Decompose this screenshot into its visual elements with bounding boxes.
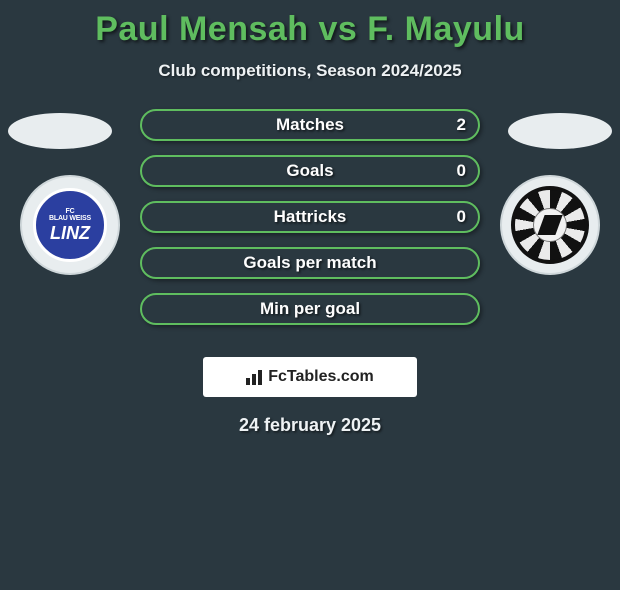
crest-text-line2: BLAU WEISS <box>49 215 91 222</box>
subtitle: Club competitions, Season 2024/2025 <box>0 61 620 81</box>
club-crest-right <box>500 175 600 275</box>
attribution-text: FcTables.com <box>268 368 374 386</box>
stat-label: Goals per match <box>142 249 478 277</box>
comparison-stage: FC BLAU WEISS LINZ Matches 2 Goals 0 Hat… <box>0 109 620 349</box>
stat-value-right: 0 <box>457 157 466 185</box>
crest-text-main: LINZ <box>50 224 90 242</box>
stat-value-right: 2 <box>457 111 466 139</box>
stat-label: Hattricks <box>142 203 478 231</box>
player-slot-left-backdrop <box>8 113 112 149</box>
stat-bar-goals-per-match: Goals per match <box>140 247 480 279</box>
player-slot-right-backdrop <box>508 113 612 149</box>
stat-label: Matches <box>142 111 478 139</box>
crest-text-line1: FC <box>66 208 75 215</box>
stat-bar-hattricks: Hattricks 0 <box>140 201 480 233</box>
crest-fc-blau-weiss-linz: FC BLAU WEISS LINZ <box>33 188 107 262</box>
crest-inner-mark <box>541 216 559 234</box>
bar-chart-icon <box>246 370 262 385</box>
stat-bar-min-per-goal: Min per goal <box>140 293 480 325</box>
date-text: 24 february 2025 <box>0 415 620 436</box>
stat-value-right: 0 <box>457 203 466 231</box>
stat-bars: Matches 2 Goals 0 Hattricks 0 Goals per … <box>140 109 480 339</box>
attribution-badge: FcTables.com <box>203 357 417 397</box>
stat-label: Min per goal <box>142 295 478 323</box>
club-crest-left: FC BLAU WEISS LINZ <box>20 175 120 275</box>
stat-bar-matches: Matches 2 <box>140 109 480 141</box>
page-title: Paul Mensah vs F. Mayulu <box>0 10 620 49</box>
stat-label: Goals <box>142 157 478 185</box>
stat-bar-goals: Goals 0 <box>140 155 480 187</box>
crest-black-white-dial <box>511 186 589 264</box>
